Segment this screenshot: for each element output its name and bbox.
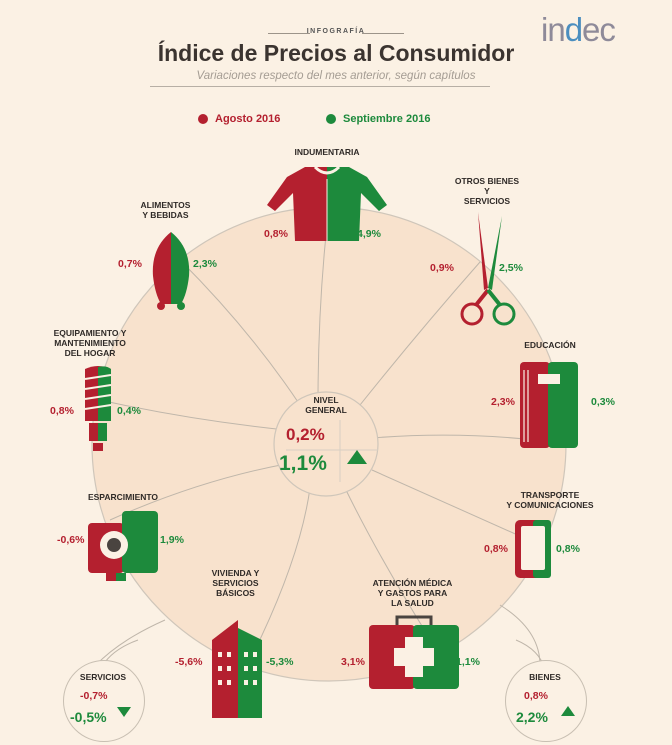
notebook-icon — [520, 362, 578, 448]
phone-icon — [515, 520, 551, 578]
center-aug-value: 0,2% — [286, 425, 325, 444]
category-label-educacion: EDUCACIÓN — [505, 340, 595, 350]
bienes-circle — [505, 660, 587, 742]
bienes-label: BIENES — [529, 672, 561, 682]
category-sep-value-esparcimiento: 1,9% — [160, 534, 184, 546]
sweater-icon — [267, 165, 387, 241]
center-label: NIVEL GENERAL — [276, 395, 376, 415]
category-aug-value-indumentaria: 0,8% — [264, 228, 288, 240]
category-label-equipamiento: EQUIPAMIENTO Y MANTENIMIENTO DEL HOGAR — [30, 328, 150, 358]
category-label-esparcimiento: ESPARCIMIENTO — [68, 492, 178, 502]
legend-item-aug: Agosto 2016 — [198, 113, 280, 125]
category-label-line: Y GASTOS PARA — [377, 588, 448, 598]
category-label-line: SERVICIOS — [212, 578, 259, 588]
category-label-alimentos: ALIMENTOS Y BEBIDAS — [118, 200, 213, 220]
page-subtitle: Variaciones respecto del mes anterior, s… — [196, 70, 476, 82]
category-label-line: OTROS BIENES — [454, 176, 520, 186]
category-aug-value-equipamiento: 0,8% — [50, 405, 74, 417]
category-label-salud: ATENCIÓN MÉDICA Y GASTOS PARA LA SALUD — [355, 578, 470, 608]
category-label-line: MANTENIMIENTO — [54, 338, 126, 348]
building-icon — [212, 620, 262, 718]
legend-dot-icon — [198, 114, 208, 124]
scissors-icon — [460, 212, 516, 326]
kicker-rule-right — [362, 33, 404, 34]
category-label-transporte: TRANSPORTE Y COMUNICACIONES — [460, 490, 640, 510]
medkit-icon — [369, 615, 459, 689]
category-label-indumentaria: INDUMENTARIA — [267, 147, 387, 157]
category-sep-value-transporte: 0,8% — [556, 543, 580, 555]
category-aug-value-otros: 0,9% — [430, 262, 454, 274]
legend-label: Agosto 2016 — [215, 113, 281, 125]
category-sep-value-vivienda: -5,3% — [266, 656, 294, 668]
logo-part: ec — [582, 11, 616, 48]
category-label-line: LA SALUD — [391, 598, 434, 608]
category-label-line: Y BEBIDAS — [142, 210, 189, 220]
center-label-line: GENERAL — [305, 405, 347, 415]
servicios-circle — [63, 660, 145, 742]
indec-logo[interactable]: indec — [541, 11, 616, 49]
kicker-rule-left — [268, 33, 310, 34]
category-label-line: EQUIPAMIENTO Y — [53, 328, 127, 338]
category-aug-value-salud: 3,1% — [341, 656, 365, 668]
center-sep-value: 1,1% — [279, 452, 327, 475]
bienes-sep-value: 2,2% — [516, 709, 548, 725]
category-label-line: VIVIENDA Y — [211, 568, 260, 578]
trend-up-small-icon — [561, 706, 575, 716]
trend-down-icon — [117, 707, 131, 717]
category-label-vivienda: VIVIENDA Y SERVICIOS BÁSICOS — [188, 568, 283, 598]
center-circle — [273, 391, 379, 497]
category-label-line: ALIMENTOS — [140, 200, 191, 210]
category-aug-value-esparcimiento: -0,6% — [57, 534, 85, 546]
bienes-aug-value: 0,8% — [524, 690, 548, 702]
category-label-line: INDUMENTARIA — [294, 147, 360, 157]
servicios-sep-value: -0,5% — [70, 709, 107, 725]
category-sep-value-educacion: 0,3% — [591, 396, 615, 408]
legend-label: Septiembre 2016 — [343, 113, 431, 125]
center-label-line: NIVEL — [313, 395, 339, 405]
legend-item-sep: Septiembre 2016 — [326, 113, 430, 125]
category-aug-value-alimentos: 0,7% — [118, 258, 142, 270]
category-sep-value-otros: 2,5% — [499, 262, 523, 274]
category-aug-value-transporte: 0,8% — [484, 543, 508, 555]
servicios-label: SERVICIOS — [79, 672, 127, 682]
lightbulb-icon — [84, 366, 112, 451]
page-title: Índice de Precios al Consumidor — [157, 40, 515, 66]
category-label-line: TRANSPORTE — [520, 490, 580, 500]
category-label-line: Y — [484, 186, 490, 196]
trend-up-icon — [347, 450, 367, 464]
category-aug-value-vivienda: -5,6% — [175, 656, 203, 668]
subtitle-rule — [150, 86, 490, 87]
category-sep-value-equipamiento: 0,4% — [117, 405, 141, 417]
chicken-icon — [152, 232, 190, 310]
category-label-line: DEL HOGAR — [64, 348, 116, 358]
camera-icon — [88, 511, 158, 581]
category-sep-value-salud: 1,1% — [456, 656, 480, 668]
logo-part: in — [541, 11, 566, 48]
category-label-line: EDUCACIÓN — [524, 340, 576, 350]
category-label-line: SERVICIOS — [463, 196, 511, 206]
category-sep-value-alimentos: 2,3% — [193, 258, 217, 270]
category-label-line: Y COMUNICACIONES — [506, 500, 594, 510]
infographic-kicker: INFOGRAFÍA — [306, 28, 366, 35]
category-sep-value-indumentaria: 4,9% — [357, 228, 381, 240]
category-label-line: BÁSICOS — [216, 588, 255, 598]
legend-dot-icon — [326, 114, 336, 124]
category-label-line: ATENCIÓN MÉDICA — [372, 578, 453, 588]
category-label-line: ESPARCIMIENTO — [87, 492, 159, 502]
logo-part: d — [564, 11, 583, 48]
servicios-aug-value: -0,7% — [80, 690, 108, 702]
category-aug-value-educacion: 2,3% — [491, 396, 515, 408]
category-label-otros: OTROS BIENES Y SERVICIOS — [442, 176, 532, 206]
